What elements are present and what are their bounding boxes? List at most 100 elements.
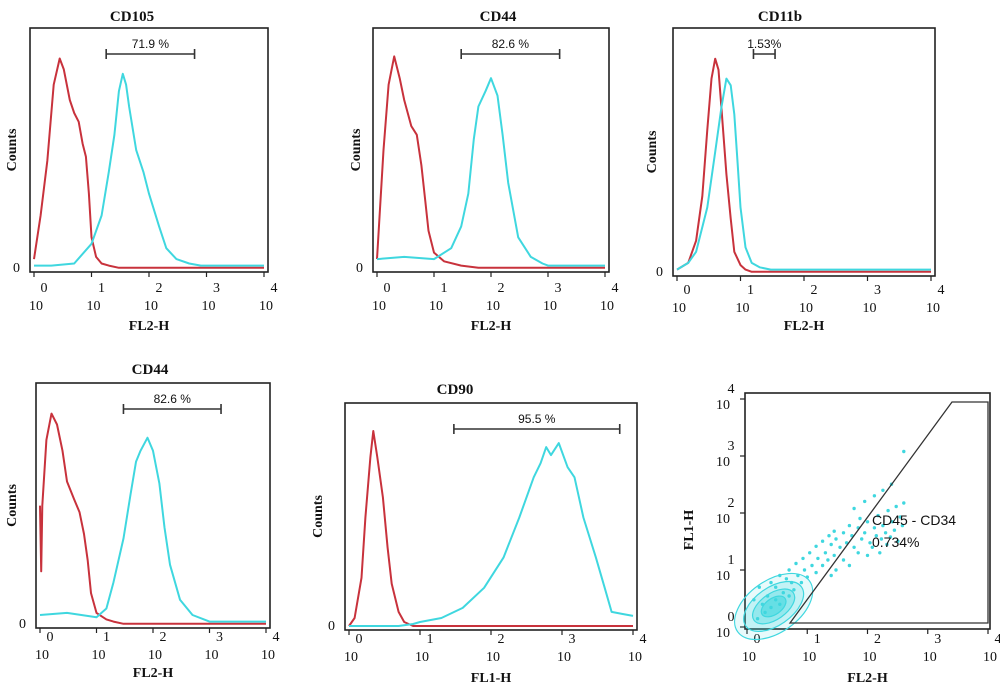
scatter-point [808, 551, 812, 555]
scatter-point [858, 516, 862, 521]
scatter-point [774, 585, 778, 589]
x-tick-base: 10 [87, 299, 101, 314]
scatter-point [787, 594, 791, 598]
x-tick-base: 10 [802, 650, 816, 665]
scatter-point [829, 542, 833, 547]
x-tick-exponent: 4 [271, 281, 278, 296]
x-tick-exponent: 2 [874, 632, 881, 647]
x-tick-exponent: 1 [98, 281, 105, 296]
x-tick-exponent: 3 [213, 281, 220, 296]
x-tick-exponent: 0 [384, 281, 391, 296]
x-axis-label: FL2-H [471, 319, 512, 334]
x-tick-base: 10 [983, 650, 997, 665]
scatter-point [769, 580, 773, 585]
x-tick-exponent: 2 [156, 281, 163, 296]
x-tick-exponent: 3 [874, 283, 881, 298]
scatter-point [838, 545, 842, 549]
scatter-point [902, 449, 906, 454]
y-tick-exponent: 4 [728, 382, 735, 397]
x-tick-base: 10 [29, 299, 43, 314]
scatter-point [892, 528, 897, 532]
scatter-point [863, 499, 867, 504]
scatter-point [847, 563, 852, 568]
x-tick-base: 10 [486, 299, 500, 314]
scatter-point [763, 610, 767, 615]
scatter-point [879, 537, 884, 541]
scatter-point [888, 535, 893, 539]
scatter-point [827, 534, 831, 538]
series-line-2 [349, 442, 634, 627]
scatter-point [752, 598, 756, 602]
histogram-panel-3: CD11b Counts 0 0 10 1 10 2 10 3 10 4 10 FL2-H 1.53% [645, 9, 945, 334]
plot-frame [35, 382, 271, 629]
x-tick-exponent: 1 [427, 632, 434, 647]
scatter-point [860, 537, 864, 541]
scatter-point [784, 577, 789, 581]
scatter-point [814, 570, 818, 575]
series-line-1 [376, 55, 605, 269]
scatter-point [832, 529, 836, 533]
scatter-point [796, 573, 800, 578]
scatter-point [787, 568, 791, 572]
scatter-point [902, 501, 906, 505]
y-axis-label: Counts [5, 128, 20, 171]
gate-percent-label: 95.5 % [518, 412, 556, 426]
scatter-point [765, 594, 770, 598]
scatter-point [789, 580, 794, 585]
y-tick-base: 10 [716, 626, 730, 641]
x-tick-base: 10 [926, 301, 940, 316]
x-tick-exponent: 0 [356, 632, 363, 647]
x-tick-base: 10 [672, 301, 686, 316]
scatter-point [826, 558, 830, 562]
density-contour-4 [760, 595, 787, 618]
series-line-1 [33, 57, 264, 269]
x-axis-label: FL2-H [129, 319, 170, 334]
scatter-point [896, 539, 900, 543]
scatter-point [881, 488, 885, 492]
y-tick-label: 0 [356, 261, 363, 276]
gate-percent-label: 1.53% [747, 37, 781, 51]
scatter-point [823, 551, 828, 555]
y-tick-label: 0 [328, 619, 335, 634]
series-line-1 [39, 412, 266, 625]
x-axis-label: FL1-H [471, 671, 512, 686]
scatter-point [820, 539, 825, 543]
scatter-point [769, 605, 773, 610]
x-tick-base: 10 [863, 301, 877, 316]
x-axis-label: FL2-H [847, 671, 888, 686]
gate-percent-label: 71.9 % [132, 37, 170, 51]
scatter-point [886, 508, 890, 513]
series-line-2 [39, 436, 266, 623]
x-tick-base: 10 [92, 648, 106, 663]
scatter-point [841, 531, 846, 535]
scatter-point [774, 598, 778, 602]
gate-region-percent: 0.734% [872, 534, 919, 550]
x-tick-base: 10 [628, 650, 642, 665]
y-tick-label: 0 [13, 261, 20, 276]
x-tick-base: 10 [736, 301, 750, 316]
x-tick-base: 10 [144, 299, 158, 314]
scatter-point [900, 523, 905, 528]
y-axis-label: Counts [5, 484, 20, 527]
x-tick-base: 10 [344, 650, 358, 665]
x-tick-base: 10 [799, 301, 813, 316]
x-tick-base: 10 [429, 299, 443, 314]
x-tick-exponent: 4 [612, 281, 619, 296]
scatter-point [820, 563, 825, 568]
panel-title: CD44 [480, 9, 517, 25]
y-tick-exponent: 1 [728, 553, 735, 568]
x-tick-exponent: 0 [684, 283, 691, 298]
x-tick-base: 10 [148, 648, 162, 663]
scatter-point [792, 588, 796, 592]
scatter-panel: 010110210310410010110210310410FL2-HFL1-H… [682, 382, 1000, 686]
scatter-point [865, 520, 870, 524]
x-tick-base: 10 [600, 299, 614, 314]
x-tick-exponent: 2 [498, 632, 505, 647]
scatter-point [894, 504, 898, 509]
scatter-point [760, 602, 765, 606]
scatter-point [794, 561, 798, 566]
y-tick-label: 0 [19, 617, 26, 632]
y-tick-base: 10 [716, 512, 730, 527]
scatter-point [841, 558, 846, 562]
